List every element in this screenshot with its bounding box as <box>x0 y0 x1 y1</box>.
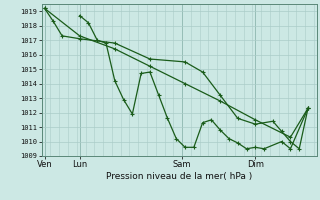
X-axis label: Pression niveau de la mer( hPa ): Pression niveau de la mer( hPa ) <box>106 172 252 181</box>
